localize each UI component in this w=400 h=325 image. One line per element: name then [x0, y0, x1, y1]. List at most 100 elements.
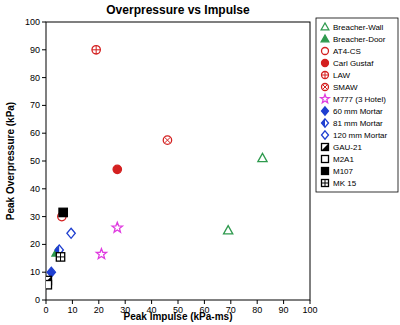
marker-shape: [96, 249, 106, 259]
legend-marker: [322, 156, 329, 163]
title: Overpressure vs Impulse: [106, 3, 250, 17]
x-tick-label: 100: [302, 305, 317, 315]
y-tick: [42, 188, 46, 189]
x-tick: [178, 300, 179, 304]
data-point: [258, 153, 267, 161]
y-tick-label: 10: [30, 267, 40, 277]
marker-shape: [113, 165, 121, 173]
y-tick-label: 50: [30, 156, 40, 166]
legend-marker: [322, 180, 329, 187]
legend-marker: [322, 168, 329, 175]
y-tick: [42, 105, 46, 106]
legend-label: 60 mm Mortar: [333, 107, 383, 116]
legend-label: M777 (3 Hotel): [333, 95, 386, 104]
marker-shape: [92, 46, 100, 54]
x-tick-label: 80: [252, 305, 262, 315]
data-point: [112, 222, 122, 232]
marker-shape: [322, 168, 329, 175]
marker-shape: [321, 94, 330, 102]
y-tick-label: 80: [30, 73, 40, 83]
legend: Breacher-WallBreacher-DoorAT4-CSCarl Gus…: [316, 18, 398, 192]
legend-label: LAW: [333, 71, 350, 80]
marker-shape: [322, 156, 329, 163]
y-tick-label: 0: [35, 295, 40, 305]
legend-marker: [322, 84, 329, 91]
marker-detail: [325, 180, 326, 187]
data-point: [163, 136, 171, 144]
marker-detail: [165, 137, 171, 143]
x-tick: [230, 300, 231, 304]
marker-detail: [165, 137, 171, 143]
data-point: [224, 226, 233, 234]
marker-shape: [322, 119, 329, 127]
y-tick: [42, 77, 46, 78]
y-tick-label: 20: [30, 239, 40, 249]
legend-label: SMAW: [333, 83, 358, 92]
marker-detail: [60, 253, 61, 261]
x-tick: [151, 300, 152, 304]
legend-label: M2A1: [333, 155, 354, 164]
x-tick: [72, 300, 73, 304]
marker-shape: [56, 253, 64, 261]
marker-shape: [112, 222, 122, 232]
marker-shape: [67, 228, 75, 238]
marker-shape: [322, 107, 329, 115]
marker-detail: [96, 46, 97, 54]
legend-label: AT4-CS: [333, 47, 361, 56]
legend-label: M107: [333, 167, 354, 176]
y-tick: [42, 244, 46, 245]
y-tick-label: 60: [30, 128, 40, 138]
marker-shape: [321, 35, 329, 42]
x-tick-label: 20: [94, 305, 104, 315]
legend-marker: [321, 23, 329, 30]
marker-shape: [59, 208, 67, 216]
data-point: [56, 253, 64, 261]
x-tick: [283, 300, 284, 304]
y-tick-label: 90: [30, 45, 40, 55]
marker-detail: [322, 144, 329, 151]
x-axis-label: Peak Impulse (kPa-ms): [124, 311, 233, 322]
y-tick-label: 30: [30, 212, 40, 222]
y-tick: [42, 133, 46, 134]
x-tick: [310, 300, 311, 304]
plot-frame: [46, 22, 310, 300]
legend-label: Breacher-Wall: [333, 23, 384, 32]
x-tick-label: 10: [67, 305, 77, 315]
x-tick: [204, 300, 205, 304]
legend-marker: [321, 94, 330, 102]
marker-shape: [321, 23, 329, 30]
data-point: [96, 249, 106, 259]
data-point: [113, 165, 121, 173]
y-tick-label: 40: [30, 184, 40, 194]
marker-detail: [325, 72, 326, 79]
y-tick: [42, 161, 46, 162]
legend-marker: [322, 60, 329, 67]
y-axis-label: Peak Overpressure (kPa): [5, 102, 16, 220]
marker-shape: [322, 180, 329, 187]
marker-detail: [323, 85, 328, 90]
marker-detail: [323, 85, 328, 90]
y-tick: [42, 22, 46, 23]
legend-label: GAU-21: [333, 143, 362, 152]
x-tick: [125, 300, 126, 304]
x-tick: [98, 300, 99, 304]
legend-marker: [322, 144, 329, 151]
marker-shape: [46, 281, 52, 289]
data-point: [59, 208, 67, 216]
legend-label: Breacher-Door: [333, 35, 386, 44]
y-tick: [42, 300, 46, 301]
data-layer: [46, 46, 267, 289]
legend-marker: [322, 131, 329, 139]
x-tick: [257, 300, 258, 304]
x-tick-label: 0: [43, 305, 48, 315]
x-tick: [46, 300, 47, 304]
marker-shape: [322, 131, 329, 139]
y-tick-label: 100: [25, 17, 40, 27]
marker-detail: [322, 119, 326, 127]
legend-marker: [321, 35, 329, 42]
y-tick: [42, 272, 46, 273]
marker-shape: [322, 144, 329, 151]
marker-shape: [322, 84, 329, 91]
legend-marker: [322, 119, 329, 127]
legend-marker: [322, 48, 329, 55]
